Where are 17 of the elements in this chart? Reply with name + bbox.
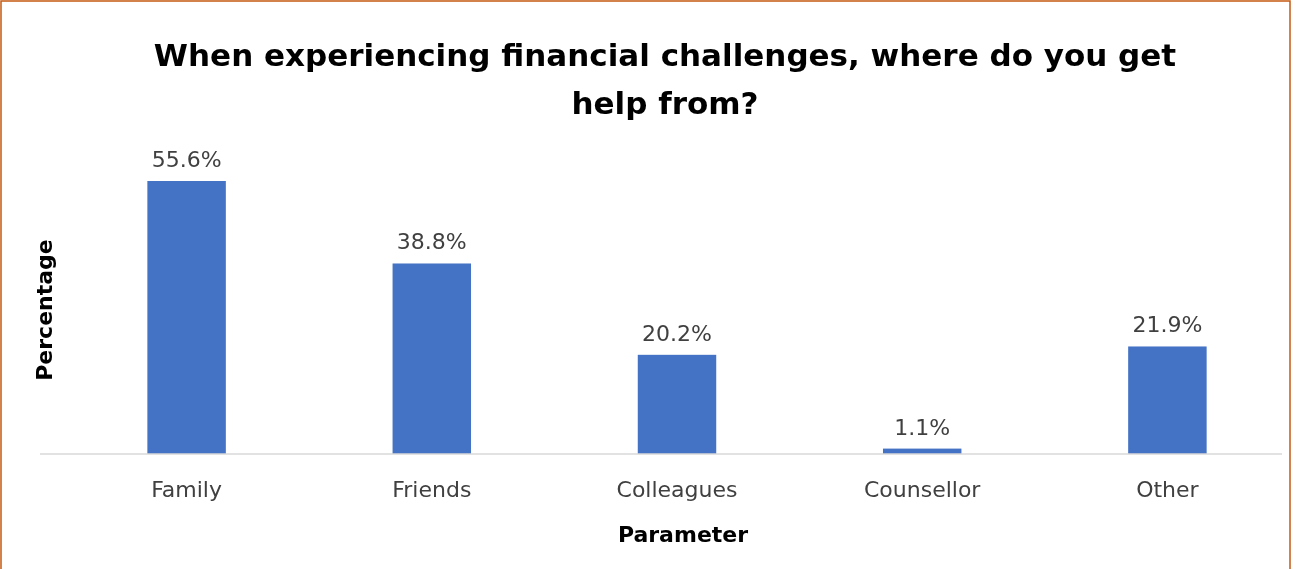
data-label: 1.1% — [894, 414, 951, 440]
bar — [147, 181, 226, 454]
y-axis-title: Percentage — [32, 239, 57, 381]
chart-title: When experiencing financial challenges, where do you get help from? — [153, 37, 1177, 121]
data-label: 55.6% — [151, 147, 222, 172]
x-tick-label: Family — [151, 477, 222, 502]
x-tick-label: Counsellor — [863, 477, 982, 502]
data-label: 38.8% — [396, 229, 467, 255]
x-axis-title: Parameter — [617, 522, 749, 547]
bar — [1128, 346, 1207, 454]
data-label: 20.2% — [642, 320, 712, 346]
x-tick-label: Colleagues — [616, 477, 738, 502]
x-tick-label: Other — [1136, 477, 1200, 502]
data-label: 21.9% — [1132, 312, 1203, 338]
x-tick-label: Friends — [392, 477, 472, 502]
bar — [392, 263, 472, 454]
bar — [637, 354, 717, 454]
